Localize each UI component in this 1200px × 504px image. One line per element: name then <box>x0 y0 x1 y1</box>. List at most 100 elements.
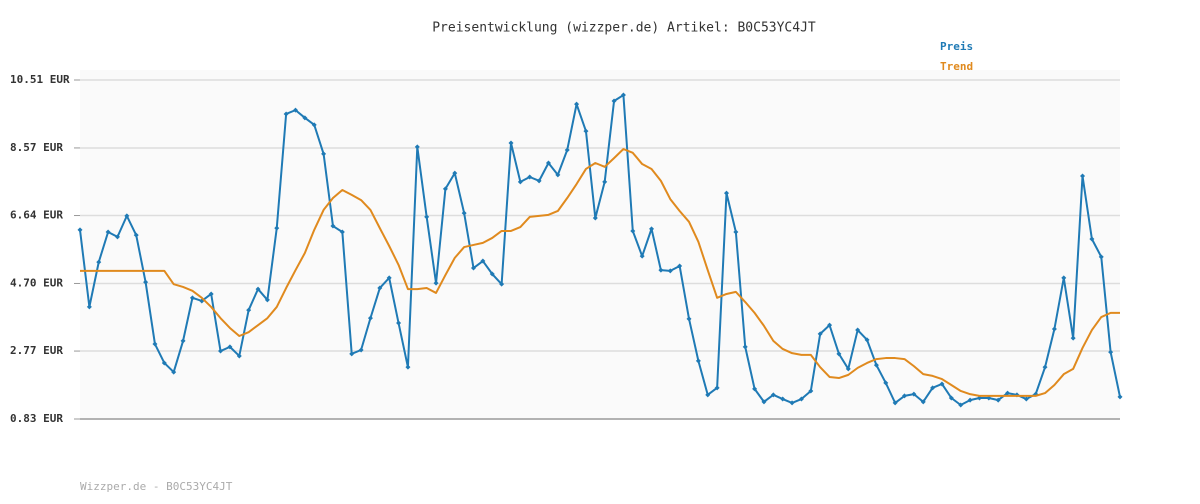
data-point <box>414 144 420 150</box>
data-point <box>1089 236 1095 242</box>
y-tick-label: 0.83 EUR <box>10 412 63 425</box>
data-point <box>808 388 814 394</box>
data-point <box>902 393 908 399</box>
data-point <box>1042 364 1048 370</box>
data-point <box>930 385 936 391</box>
data-point <box>649 226 655 232</box>
data-point <box>283 111 289 117</box>
data-point <box>143 279 149 285</box>
y-tick-label: 10.51 EUR <box>10 73 70 86</box>
data-point <box>452 170 458 176</box>
data-point <box>770 392 776 398</box>
data-point <box>208 291 214 297</box>
chart-title: Preisentwicklung (wizzper.de) Artikel: B… <box>432 21 816 36</box>
data-point <box>274 225 280 231</box>
data-point <box>536 178 542 184</box>
data-point <box>827 322 833 328</box>
y-tick-label: 2.77 EUR <box>10 344 63 357</box>
data-point <box>424 214 430 220</box>
data-point <box>311 122 317 128</box>
plot-area <box>80 70 1120 419</box>
data-point <box>517 179 523 185</box>
data-point <box>742 344 748 350</box>
data-point <box>873 362 879 368</box>
data-point <box>1108 349 1114 355</box>
data-point <box>227 344 233 350</box>
data-point <box>817 331 823 337</box>
data-point <box>358 347 364 353</box>
data-point <box>705 392 711 398</box>
data-point <box>892 400 898 406</box>
data-point <box>836 351 842 357</box>
data-point <box>1070 335 1076 341</box>
data-point <box>508 140 514 146</box>
data-point <box>864 337 870 343</box>
data-point <box>714 385 720 391</box>
data-point <box>489 271 495 277</box>
data-point <box>86 304 92 310</box>
data-point <box>1080 173 1086 179</box>
data-point <box>948 395 954 401</box>
data-point <box>723 190 729 196</box>
data-point <box>330 223 336 229</box>
data-point <box>236 353 242 359</box>
data-point <box>386 275 392 281</box>
data-point <box>855 327 861 333</box>
data-point <box>911 391 917 397</box>
data-point <box>658 267 664 273</box>
data-point <box>677 263 683 269</box>
data-point <box>1005 390 1011 396</box>
data-point <box>218 348 224 354</box>
data-point <box>995 397 1001 403</box>
data-point <box>480 258 486 264</box>
data-point <box>695 358 701 364</box>
legend-entry: Trend <box>940 60 973 73</box>
data-point <box>302 115 308 121</box>
data-point <box>592 215 598 221</box>
data-point <box>1098 254 1104 260</box>
data-point <box>1061 275 1067 281</box>
data-point <box>667 268 673 274</box>
data-point <box>555 172 561 178</box>
y-tick-label: 8.57 EUR <box>10 141 63 154</box>
data-point <box>396 320 402 326</box>
y-tick-label: 6.64 EUR <box>10 209 63 222</box>
data-point <box>639 253 645 259</box>
data-point <box>583 128 589 134</box>
data-point <box>686 316 692 322</box>
data-point <box>255 286 261 292</box>
data-point <box>471 265 477 271</box>
data-point <box>1023 396 1029 402</box>
data-point <box>292 107 298 113</box>
data-point <box>161 360 167 366</box>
data-point <box>499 281 505 287</box>
data-point <box>761 399 767 405</box>
data-point <box>789 400 795 406</box>
data-point <box>264 297 270 303</box>
data-point <box>349 351 355 357</box>
data-point <box>780 396 786 402</box>
data-point <box>152 341 158 347</box>
data-point <box>733 229 739 235</box>
data-point <box>845 366 851 372</box>
data-point <box>967 397 973 403</box>
data-point <box>433 280 439 286</box>
data-point <box>611 98 617 104</box>
data-point <box>752 386 758 392</box>
data-point <box>798 396 804 402</box>
legend-entry: Preis <box>940 40 973 53</box>
data-point <box>105 229 111 235</box>
series-line <box>80 147 1120 397</box>
data-point <box>377 285 383 291</box>
data-point <box>545 160 551 166</box>
data-point <box>883 380 889 386</box>
data-point <box>527 174 533 180</box>
data-point <box>189 295 195 301</box>
y-tick-label: 4.70 EUR <box>10 276 63 289</box>
data-point <box>405 364 411 370</box>
data-point <box>1051 326 1057 332</box>
data-point <box>171 369 177 375</box>
series-line <box>79 94 1121 406</box>
data-point <box>958 402 964 408</box>
data-point <box>124 213 130 219</box>
